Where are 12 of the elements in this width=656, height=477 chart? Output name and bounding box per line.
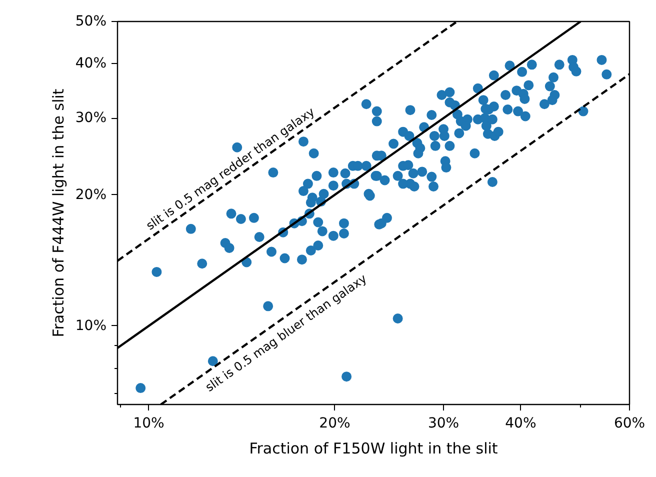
y-tick-label: 50%: [75, 14, 107, 30]
y-tick-label: 10%: [75, 318, 107, 334]
y-tick-label: 20%: [75, 186, 107, 203]
y-tick-label: 40%: [75, 56, 107, 72]
y-tick-label: 30%: [75, 110, 107, 126]
x-tick-label: 20%: [319, 416, 350, 432]
x-tick-label: 10%: [133, 416, 164, 432]
x-tick-label: 60%: [614, 416, 646, 432]
x-tick-label: 40%: [505, 416, 536, 432]
x-axis-title: Fraction of F150W light in the slit: [249, 440, 498, 458]
y-axis-title: Fraction of F444W light in the slit: [49, 88, 68, 338]
x-tick-label: 30%: [428, 416, 460, 432]
